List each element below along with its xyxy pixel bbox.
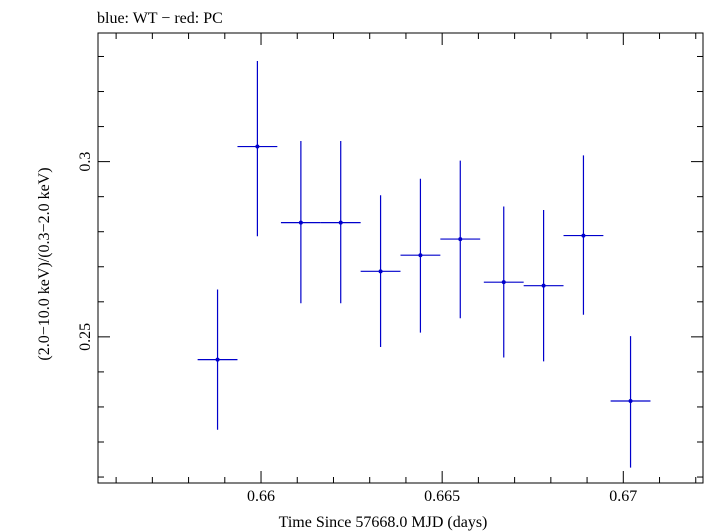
plot-area xyxy=(97,32,704,484)
data-point xyxy=(320,140,361,304)
data-point xyxy=(483,206,524,358)
x-tick-label: 0.665 xyxy=(424,488,460,505)
data-point xyxy=(440,160,481,319)
x-axis-label: Time Since 57668.0 MJD (days) xyxy=(279,514,488,531)
y-axis-label: (2.0−10.0 keV)/(0.3−2.0 keV) xyxy=(36,167,53,360)
data-marker xyxy=(541,283,546,288)
data-point xyxy=(360,195,401,348)
data-point xyxy=(280,140,321,304)
chart-title: blue: WT − red: PC xyxy=(97,10,223,27)
data-series-wt xyxy=(197,61,651,468)
y-tick-label: 0.3 xyxy=(77,152,94,172)
data-marker xyxy=(378,269,383,274)
data-point xyxy=(197,289,238,430)
y-tick-label: 0.25 xyxy=(77,323,94,351)
data-marker xyxy=(581,233,586,238)
data-point xyxy=(563,155,604,315)
data-marker xyxy=(418,253,423,258)
data-marker xyxy=(628,398,633,403)
data-marker xyxy=(255,144,260,149)
data-marker xyxy=(458,237,463,242)
data-point xyxy=(237,61,278,237)
data-point xyxy=(400,178,441,333)
plot-frame xyxy=(97,32,704,484)
data-marker xyxy=(501,280,506,285)
x-tick-label: 0.66 xyxy=(247,488,275,505)
data-marker xyxy=(298,220,303,225)
data-point xyxy=(610,336,651,468)
x-tick-label: 0.67 xyxy=(609,488,637,505)
data-point xyxy=(523,209,564,362)
data-marker xyxy=(338,220,343,225)
axis-ticks: 0.66 0.665 0.67 0.25 0.3 xyxy=(77,33,703,505)
data-marker xyxy=(215,357,220,362)
